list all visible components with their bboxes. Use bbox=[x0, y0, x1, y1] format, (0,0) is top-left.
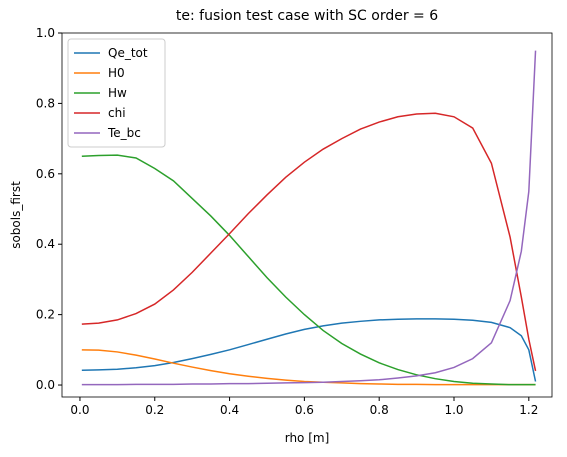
series-line bbox=[81, 349, 536, 386]
y-tick-label: 0.2 bbox=[36, 308, 55, 322]
y-tick-label: 0.4 bbox=[36, 237, 55, 251]
chart-title: te: fusion test case with SC order = 6 bbox=[176, 8, 438, 24]
x-tick-label: 0.4 bbox=[220, 403, 239, 417]
x-tick-label: 0.6 bbox=[295, 403, 314, 417]
x-tick-label: 0.0 bbox=[70, 403, 89, 417]
legend-label: Hw bbox=[108, 86, 127, 100]
legend-label: H0 bbox=[108, 66, 125, 80]
legend-label: Qe_tot bbox=[108, 46, 148, 60]
x-tick-label: 1.0 bbox=[444, 403, 463, 417]
series-line bbox=[81, 154, 536, 386]
y-tick-label: 1.0 bbox=[36, 26, 55, 40]
y-tick-label: 0.8 bbox=[36, 96, 55, 110]
legend-box bbox=[67, 38, 166, 148]
y-axis-label: sobols_first bbox=[9, 181, 23, 249]
legend-label: chi bbox=[108, 106, 126, 120]
legend-label: Te_bc bbox=[107, 126, 141, 140]
series-line bbox=[81, 318, 537, 382]
y-tick-label: 0.6 bbox=[36, 167, 55, 181]
y-tick-label: 0.0 bbox=[36, 378, 55, 392]
series-line bbox=[81, 112, 537, 372]
x-tick-label: 0.2 bbox=[145, 403, 164, 417]
x-tick-label: 0.8 bbox=[370, 403, 389, 417]
series-line bbox=[81, 50, 537, 386]
x-axis-label: rho [m] bbox=[285, 431, 330, 445]
x-tick-label: 1.2 bbox=[519, 403, 538, 417]
plot-frame bbox=[61, 32, 553, 398]
